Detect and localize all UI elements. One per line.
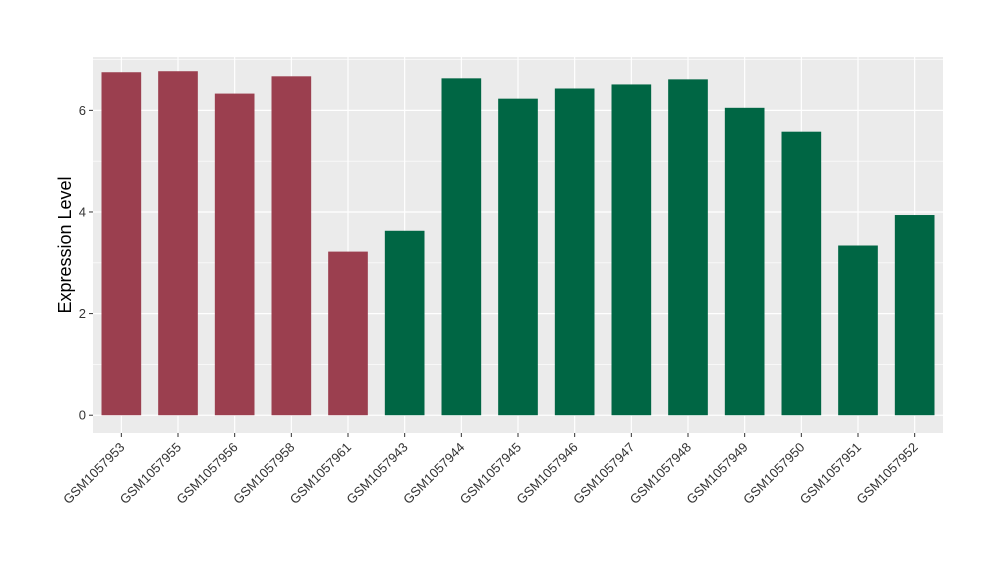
- bar-GSM1057943: [384, 230, 425, 416]
- bar-GSM1057946: [554, 88, 595, 416]
- bar-GSM1057953: [101, 72, 142, 416]
- bar-GSM1057952: [894, 215, 935, 416]
- y-tick-label: 0: [79, 408, 86, 423]
- bar-GSM1057955: [158, 71, 198, 416]
- bar-GSM1057948: [668, 79, 708, 416]
- x-axis: GSM1057953GSM1057955GSM1057956GSM1057958…: [60, 433, 921, 507]
- y-tick-label: 4: [79, 204, 86, 219]
- y-tick-label: 6: [79, 103, 86, 118]
- bars: [101, 71, 935, 416]
- bar-GSM1057958: [271, 76, 312, 416]
- bar-GSM1057950: [781, 131, 822, 416]
- bar-GSM1057949: [724, 107, 765, 416]
- bar-GSM1057956: [214, 93, 255, 416]
- y-tick-label: 2: [79, 306, 86, 321]
- bar-GSM1057951: [838, 245, 878, 416]
- bar-GSM1057961: [328, 251, 368, 416]
- y-axis-title: Expression Level: [55, 176, 75, 313]
- bar-GSM1057944: [441, 78, 482, 416]
- y-axis: 0 2 4 6: [79, 103, 93, 423]
- bar-GSM1057947: [611, 84, 652, 416]
- bar-GSM1057945: [498, 98, 538, 416]
